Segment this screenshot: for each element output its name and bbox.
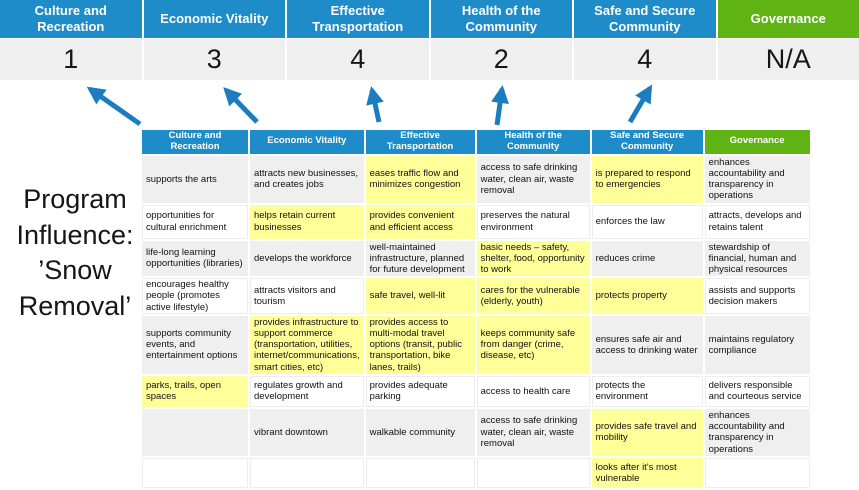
matrix-cell: supports community events, and entertain… <box>142 316 248 374</box>
matrix-cell-highlighted: basic needs – safety, shelter, food, opp… <box>477 241 590 277</box>
matrix-cell <box>705 458 810 488</box>
matrix-cell: opportunities for cultural enrichment <box>142 205 248 239</box>
scoreboard-column-effective-transportation: Effective Transportation 4 <box>287 0 429 80</box>
matrix-header-safe-and-secure-community: Safe and Secure Community <box>592 130 703 154</box>
scoreboard-column-economic-vitality: Economic Vitality 3 <box>144 0 286 80</box>
matrix-cell: assists and supports decision makers <box>705 278 810 314</box>
matrix-cell: attracts, develops and retains talent <box>705 205 810 239</box>
matrix-cell-highlighted: provides access to multi-modal travel op… <box>366 316 475 374</box>
matrix-row: supports community events, and entertain… <box>142 316 810 374</box>
scoreboard: Culture and Recreation 1 Economic Vitali… <box>0 0 859 80</box>
matrix-header-effective-transportation: Effective Transportation <box>366 130 475 154</box>
matrix-cell-highlighted: cares for the vulnerable (elderly, youth… <box>477 278 590 314</box>
program-label-line: Program <box>0 182 150 218</box>
matrix-cell: develops the workforce <box>250 241 364 277</box>
matrix-cell-highlighted: keeps community safe from danger (crime,… <box>477 316 590 374</box>
scoreboard-column-health-of-the-community: Health of the Community 2 <box>431 0 573 80</box>
matrix-cell: access to health care <box>477 376 590 407</box>
matrix-cell: attracts new businesses, and creates job… <box>250 156 364 203</box>
scoreboard-column-safe-and-secure-community: Safe and Secure Community 4 <box>574 0 716 80</box>
scoreboard-header: Health of the Community <box>431 0 573 38</box>
matrix-cell-highlighted: protects property <box>592 278 703 314</box>
matrix-cell: protects the environment <box>592 376 703 407</box>
matrix-cell-highlighted: helps retain current businesses <box>250 205 364 239</box>
matrix-row: encourages healthy people (promotes acti… <box>142 278 810 314</box>
matrix-cell: supports the arts <box>142 156 248 203</box>
scoreboard-header: Safe and Secure Community <box>574 0 716 38</box>
matrix-header-economic-vitality: Economic Vitality <box>250 130 364 154</box>
matrix-header-health-of-the-community: Health of the Community <box>477 130 590 154</box>
influence-arrow <box>372 90 379 122</box>
matrix-cell: enhances accountability and transparency… <box>705 409 810 456</box>
matrix-cell <box>142 409 248 456</box>
program-label-line: Removal’ <box>0 289 150 325</box>
matrix-cell <box>477 458 590 488</box>
scoreboard-score: 3 <box>144 39 286 80</box>
matrix-cell-highlighted: provides convenient and efficient access <box>366 205 475 239</box>
scoreboard-column-culture-and-recreation: Culture and Recreation 1 <box>0 0 142 80</box>
matrix-cell-highlighted: safe travel, well-lit <box>366 278 475 314</box>
matrix-cell-highlighted: parks, trails, open spaces <box>142 376 248 407</box>
scoreboard-header: Effective Transportation <box>287 0 429 38</box>
matrix-cell: ensures safe air and access to drinking … <box>592 316 703 374</box>
scoreboard-column-governance: Governance N/A <box>718 0 859 80</box>
matrix-cell: enforces the law <box>592 205 703 239</box>
scoreboard-score: 4 <box>574 39 716 80</box>
matrix-cell: stewardship of financial, human and phys… <box>705 241 810 277</box>
scoreboard-score: 2 <box>431 39 573 80</box>
influence-arrow <box>497 89 502 125</box>
matrix-cell <box>366 458 475 488</box>
matrix-cell: attracts visitors and tourism <box>250 278 364 314</box>
matrix-cell: regulates growth and development <box>250 376 364 407</box>
matrix-cell: preserves the natural environment <box>477 205 590 239</box>
matrix-cell: life-long learning opportunities (librar… <box>142 241 248 277</box>
matrix-row: looks after it's most vulnerable <box>142 458 810 488</box>
influence-arrow <box>630 88 650 122</box>
matrix-cell <box>142 458 248 488</box>
program-label-line: Influence: <box>0 218 150 254</box>
program-label-line: ’Snow <box>0 253 150 289</box>
matrix-cell: enhances accountability and transparency… <box>705 156 810 203</box>
matrix-header-governance: Governance <box>705 130 810 154</box>
matrix-cell: well-maintained infrastructure, planned … <box>366 241 475 277</box>
matrix-cell: encourages healthy people (promotes acti… <box>142 278 248 314</box>
influence-arrow <box>90 89 140 124</box>
matrix-cell-highlighted: provides safe travel and mobility <box>592 409 703 456</box>
scoreboard-score: 1 <box>0 39 142 80</box>
matrix-cell: provides adequate parking <box>366 376 475 407</box>
matrix-cell <box>250 458 364 488</box>
matrix-cell: reduces crime <box>592 241 703 277</box>
matrix-cell: access to safe drinking water, clean air… <box>477 409 590 456</box>
matrix-cell: walkable community <box>366 409 475 456</box>
influence-arrows <box>0 80 859 128</box>
matrix-cell-highlighted: is prepared to respond to emergencies <box>592 156 703 203</box>
scoreboard-header: Culture and Recreation <box>0 0 142 38</box>
scoreboard-header: Economic Vitality <box>144 0 286 38</box>
matrix-row: life-long learning opportunities (librar… <box>142 241 810 277</box>
scoreboard-score: 4 <box>287 39 429 80</box>
program-influence-label: Program Influence: ’Snow Removal’ <box>0 182 150 325</box>
influence-arrow <box>226 90 257 122</box>
matrix-cell: vibrant downtown <box>250 409 364 456</box>
scoreboard-header: Governance <box>718 0 859 38</box>
scoreboard-score: N/A <box>718 39 859 80</box>
matrix-cell: access to safe drinking water, clean air… <box>477 156 590 203</box>
matrix-cell-highlighted: looks after it's most vulnerable <box>592 458 703 488</box>
matrix-cell: delivers responsible and courteous servi… <box>705 376 810 407</box>
matrix-cell-highlighted: eases traffic flow and minimizes congest… <box>366 156 475 203</box>
matrix-cell-highlighted: provides infrastructure to support comme… <box>250 316 364 374</box>
matrix-cell: maintains regulatory compliance <box>705 316 810 374</box>
matrix-header-culture-and-recreation: Culture and Recreation <box>142 130 248 154</box>
